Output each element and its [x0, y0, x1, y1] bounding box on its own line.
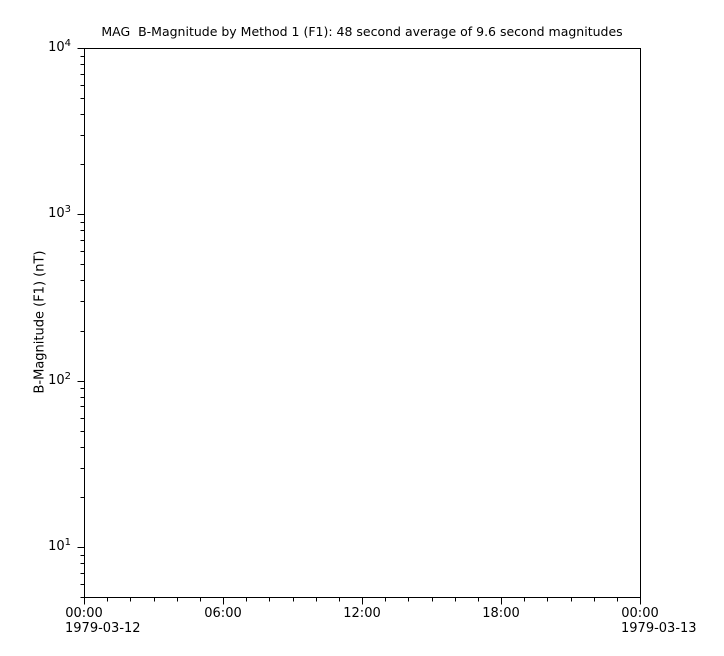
x-tick-label: 18:00 [482, 606, 520, 621]
x-tick-time: 18:00 [482, 606, 520, 621]
x-tick-date: 1979-03-12 [65, 621, 141, 636]
x-tick-time: 12:00 [343, 606, 381, 621]
plot-frame [84, 48, 641, 598]
x-tick-date: 1979-03-13 [621, 621, 697, 636]
y-tick-label: 103 [48, 204, 71, 222]
x-tick-time: 00:00 [621, 606, 659, 621]
y-tick-label: 101 [48, 536, 71, 554]
x-tick-label: 12:00 [343, 606, 381, 621]
chart-title: MAG B-Magnitude by Method 1 (F1): 48 sec… [101, 24, 623, 39]
x-tick-label: 00:00 1979-03-12 [65, 606, 141, 636]
x-tick-label: 00:00 1979-03-13 [621, 606, 697, 636]
x-tick-label: 06:00 [204, 606, 242, 621]
y-tick-label: 102 [48, 370, 71, 388]
y-tick-label: 104 [48, 38, 71, 56]
x-tick-time: 00:00 [65, 606, 103, 621]
x-tick-time: 06:00 [204, 606, 242, 621]
